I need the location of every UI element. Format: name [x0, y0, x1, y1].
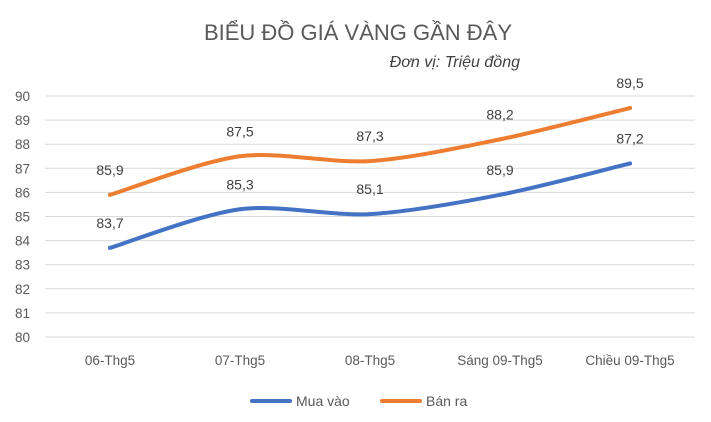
data-point	[368, 212, 372, 217]
y-tick-label: 88	[15, 137, 30, 152]
data-point	[368, 159, 372, 164]
data-label: 87,3	[356, 128, 383, 144]
data-label: 87,5	[226, 123, 253, 139]
chart-title: BIỂU ĐỒ GIÁ VÀNG GẦN ĐÂY	[204, 20, 512, 45]
y-tick-label: 85	[15, 210, 30, 225]
chart-subtitle: Đơn vị: Triệu đồng	[390, 54, 520, 71]
x-tick-label: 07-Thg5	[215, 353, 265, 368]
data-point	[108, 192, 112, 197]
y-tick-label: 80	[15, 330, 30, 345]
data-label: 85,3	[226, 176, 253, 192]
data-label: 88,2	[486, 106, 513, 122]
y-tick-label: 87	[15, 161, 30, 176]
data-point	[238, 154, 242, 159]
series-lines	[108, 106, 632, 250]
legend: Mua vào Bán ra	[250, 393, 467, 409]
y-tick-label: 83	[15, 258, 30, 273]
data-point	[498, 192, 502, 197]
y-axis-tick-labels: 80 81 82 83 84 85 86 87 88 89 90	[15, 89, 31, 345]
data-point	[628, 161, 632, 166]
y-tick-label: 89	[15, 113, 30, 128]
data-point	[628, 106, 632, 111]
legend-label: Bán ra	[426, 393, 467, 409]
x-axis-tick-labels: 06-Thg5 07-Thg5 08-Thg5 Sáng 09-Thg5 Chiều 0…	[85, 353, 675, 368]
y-tick-label: 90	[15, 89, 30, 104]
x-tick-label: Chiều 09-Thg5	[585, 353, 674, 368]
data-labels: 83,7 85,3 85,1 85,9 87,2 85,9 87,5 87,3 88,2 89,5	[96, 75, 643, 231]
data-point	[498, 137, 502, 142]
data-point	[238, 207, 242, 212]
series-line-mua-vao	[108, 161, 632, 250]
y-tick-label: 84	[15, 234, 31, 249]
x-tick-label: 08-Thg5	[345, 353, 395, 368]
y-tick-label: 82	[15, 282, 30, 297]
data-label: 85,9	[96, 162, 123, 178]
data-point	[108, 245, 112, 250]
data-label: 89,5	[616, 75, 643, 91]
y-tick-label: 81	[15, 306, 30, 321]
data-label: 85,9	[486, 162, 513, 178]
x-tick-label: 06-Thg5	[85, 353, 135, 368]
legend-label: Mua vào	[296, 393, 350, 409]
x-tick-label: Sáng 09-Thg5	[457, 353, 543, 368]
data-label: 85,1	[356, 181, 383, 197]
y-tick-label: 86	[15, 185, 30, 200]
data-label: 87,2	[616, 130, 643, 146]
data-label: 83,7	[96, 215, 123, 231]
